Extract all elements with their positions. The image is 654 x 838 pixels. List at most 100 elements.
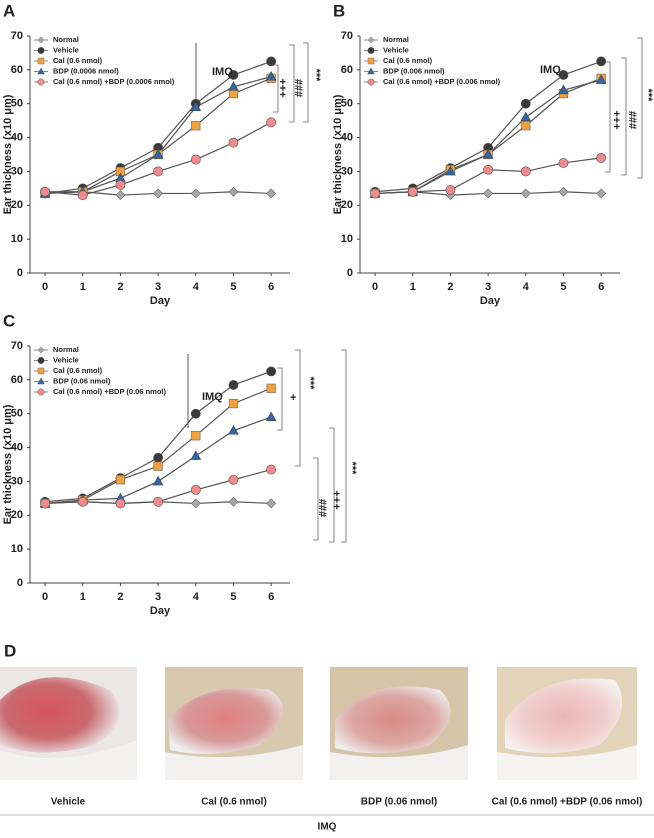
x-tick-label: 2: [447, 281, 453, 293]
y-tick-label: 70: [341, 30, 353, 42]
marker: [596, 152, 607, 163]
x-tick-label: 5: [230, 281, 236, 293]
y-tick-label: 10: [341, 233, 353, 245]
y-tick-label: 10: [11, 233, 23, 245]
marker: [558, 186, 569, 197]
annotation: +: [290, 392, 296, 404]
bracket: [313, 457, 319, 541]
marker: [115, 475, 126, 485]
y-tick-label: 40: [11, 131, 23, 143]
marker: [483, 164, 494, 175]
marker: [228, 81, 239, 91]
legend-marker: [37, 67, 45, 75]
x-tick-label: 4: [193, 281, 200, 293]
marker: [521, 121, 531, 131]
x-tick-label: 6: [268, 591, 274, 603]
marker: [153, 452, 164, 463]
y-axis-label: Ear thickness (x10 μm): [2, 404, 14, 524]
marker: [407, 186, 418, 197]
photo-panel: D Vehicle Cal (0.6 nmol) BDP (0.06 nmol)…: [0, 641, 654, 833]
annotation: ###: [316, 499, 328, 517]
legend-label: BDP (0.06 nmol): [53, 376, 111, 385]
marker: [266, 117, 277, 128]
legend-label: Vehicle: [53, 45, 79, 54]
annotation: IMQ: [202, 391, 223, 403]
marker: [558, 84, 569, 95]
y-tick-label: 20: [11, 199, 23, 211]
annotation: ***: [642, 89, 654, 103]
legend-label: BDP (0.0006 nmol): [53, 66, 119, 75]
photo: [330, 667, 468, 780]
legend-label: Normal: [53, 345, 79, 354]
panel-label: A: [3, 1, 15, 20]
marker: [40, 498, 50, 509]
legend-label: Cal (0.6 nmol): [53, 56, 103, 65]
y-tick-label: 0: [17, 267, 23, 279]
bracket: [303, 42, 309, 123]
annotation: IMQ: [540, 64, 561, 76]
marker: [370, 188, 380, 199]
x-tick-label: 2: [117, 281, 123, 293]
panel-label: C: [3, 311, 15, 330]
marker: [266, 366, 277, 377]
annotation: ***: [304, 377, 316, 391]
marker: [152, 475, 164, 486]
y-tick-label: 70: [11, 340, 23, 352]
legend-marker: [37, 57, 45, 65]
photo-caption: Vehicle: [51, 797, 86, 808]
x-tick-label: 6: [598, 281, 604, 293]
y-tick-label: 30: [341, 165, 353, 177]
marker: [520, 111, 532, 122]
legend-label: Vehicle: [53, 355, 79, 364]
marker: [445, 185, 456, 195]
x-axis-label: Day: [480, 295, 501, 307]
panel-label: D: [4, 641, 16, 660]
legend-marker: [37, 78, 45, 86]
marker: [153, 188, 164, 199]
x-tick-label: 1: [410, 281, 416, 293]
marker: [520, 166, 531, 177]
marker: [228, 70, 239, 80]
chart: B 0 10 20 30 40 50 60 70 0 1 2 3 4 5 6 Day Ear thickness …: [332, 1, 654, 306]
y-tick-label: 50: [11, 98, 23, 110]
marker: [190, 408, 201, 419]
marker: [266, 188, 277, 199]
marker: [191, 121, 201, 131]
marker: [228, 137, 239, 148]
legend-marker: [37, 388, 45, 396]
marker: [520, 188, 531, 199]
annotation: +++: [276, 78, 288, 97]
photo: [497, 667, 637, 780]
y-axis-label: Ear thickness (x10 μm): [332, 94, 344, 214]
marker: [77, 190, 88, 201]
marker: [77, 496, 88, 507]
marker: [596, 188, 607, 199]
marker: [445, 165, 456, 176]
bracket: [341, 349, 347, 543]
marker: [595, 74, 607, 84]
x-tick-label: 5: [230, 591, 236, 603]
marker: [115, 180, 126, 190]
bracket: [273, 64, 279, 113]
y-tick-label: 0: [347, 267, 353, 279]
chart: A 0 10 20 30 40 50 60 70 0 1 2 3 4 5 6 Day Ear thickness …: [2, 1, 322, 306]
marker: [266, 498, 277, 509]
x-tick-label: 2: [117, 591, 123, 603]
marker: [190, 188, 201, 199]
marker: [228, 425, 239, 435]
photo-caption: Cal (0.6 nmol): [201, 797, 267, 808]
y-tick-label: 60: [11, 374, 23, 386]
legend-marker: [37, 377, 45, 385]
y-tick-label: 50: [341, 98, 353, 110]
marker: [40, 186, 50, 197]
legend-marker: [37, 346, 45, 354]
marker: [266, 383, 276, 393]
marker: [190, 101, 202, 111]
annotation: +++: [610, 110, 622, 129]
x-tick-label: 0: [42, 591, 48, 603]
marker: [228, 186, 239, 197]
marker: [265, 411, 277, 421]
legend-label: Vehicle: [383, 45, 409, 54]
bracket: [277, 367, 283, 431]
y-tick-label: 40: [11, 441, 23, 453]
